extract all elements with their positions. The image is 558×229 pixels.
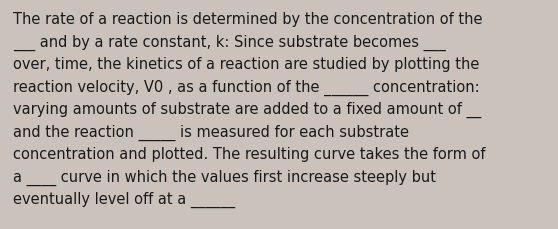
Text: concentration and plotted. The resulting curve takes the form of: concentration and plotted. The resulting… [13,146,485,161]
Text: The rate of a reaction is determined by the concentration of the: The rate of a reaction is determined by … [13,12,483,27]
Text: ___ and by a rate constant, k: Since substrate becomes ___: ___ and by a rate constant, k: Since sub… [13,34,446,50]
Text: eventually level off at a ______: eventually level off at a ______ [13,191,235,207]
Text: a ____ curve in which the values first increase steeply but: a ____ curve in which the values first i… [13,169,436,185]
Text: over, time, the kinetics of a reaction are studied by plotting the: over, time, the kinetics of a reaction a… [13,57,479,72]
Text: and the reaction _____ is measured for each substrate: and the reaction _____ is measured for e… [13,124,409,140]
Text: reaction velocity, V0 , as a function of the ______ concentration:: reaction velocity, V0 , as a function of… [13,79,480,95]
Text: varying amounts of substrate are added to a fixed amount of __: varying amounts of substrate are added t… [13,101,481,118]
